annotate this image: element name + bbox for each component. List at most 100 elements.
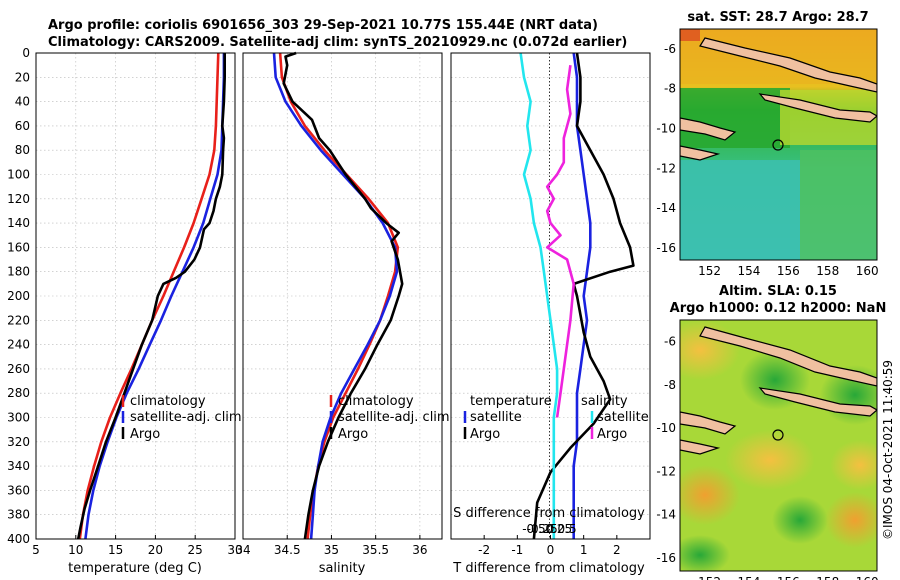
latitude-tick-label: -10 bbox=[656, 122, 676, 136]
sst-longitude-labels: 152 154 156 158 160 bbox=[698, 264, 879, 278]
s-tick-label: 0.25 bbox=[545, 522, 572, 536]
sst-latitude-labels: -6 -8 -10 -12 -14 -16 bbox=[656, 42, 676, 255]
legend-argo-label: Argo bbox=[130, 427, 160, 442]
salinity-x-label: salinity bbox=[319, 561, 366, 576]
longitude-tick-label: 160 bbox=[856, 264, 879, 278]
depth-tick-label: 80 bbox=[15, 143, 30, 157]
sla-low-blob bbox=[772, 496, 828, 544]
latitude-tick-label: -6 bbox=[664, 335, 676, 349]
temperature-plot-frame bbox=[35, 52, 236, 540]
series-line-temperature-argo bbox=[532, 52, 635, 540]
latitude-tick-label: -14 bbox=[656, 508, 676, 522]
latitude-tick-label: -6 bbox=[664, 42, 676, 56]
depth-tick-label: 160 bbox=[7, 240, 30, 254]
x-tick-label: 10 bbox=[68, 543, 83, 557]
s-tick-label: 0.5 bbox=[558, 522, 577, 536]
salinity-tick-labels: 34 34.5 35 35.5 36 bbox=[235, 535, 428, 557]
sla-island-chain-2 bbox=[758, 387, 877, 417]
salinity-grid bbox=[242, 52, 442, 540]
difference-lines bbox=[519, 52, 635, 540]
s-tick-label: 0 bbox=[547, 522, 555, 536]
sst-argo-location-marker bbox=[772, 139, 784, 151]
series-line-satellite-adj-clim bbox=[84, 53, 226, 540]
salinity-profile-chart: 34 34.5 35 35.5 36 salinity climatology sate… bbox=[235, 51, 450, 576]
temperature-legend: climatology satellite-adj. clim Argo bbox=[121, 394, 242, 442]
x-tick-label: -1 bbox=[511, 543, 523, 557]
salinity-legend: climatology satellite-adj. clim Argo bbox=[329, 394, 450, 442]
longitude-tick-label: 160 bbox=[856, 575, 879, 580]
salinity-plot-frame bbox=[242, 52, 443, 540]
sla-island-southwest bbox=[680, 439, 721, 455]
sla-map-frame bbox=[679, 319, 878, 572]
longitude-tick-label: 156 bbox=[777, 575, 800, 580]
sla-high-blob bbox=[825, 492, 877, 548]
depth-tick-label: 360 bbox=[7, 483, 30, 497]
sst-island-chain-2 bbox=[758, 93, 877, 123]
sla-low-blob bbox=[680, 535, 730, 571]
sst-hot-spot bbox=[680, 29, 700, 41]
legend-argo-label: Argo bbox=[338, 427, 368, 442]
latitude-tick-label: -16 bbox=[656, 551, 676, 565]
legend-satellite-label: satellite-adj. clim bbox=[130, 410, 242, 425]
difference-legend: temperature satellite Argo salinity sate… bbox=[463, 394, 649, 442]
imos-credit: ©IMOS 04-Oct-2021 11:40:59 bbox=[881, 360, 895, 540]
sla-map: Altim. SLA: 0.15 Argo h1000: 0.12 h2000:… bbox=[656, 284, 886, 580]
series-line-salinity-argo bbox=[545, 65, 576, 418]
x-tick-label: 5 bbox=[32, 543, 40, 557]
depth-tick-label: 0 bbox=[22, 46, 30, 60]
depth-tick-label: 220 bbox=[7, 313, 30, 327]
latitude-tick-label: -16 bbox=[656, 241, 676, 255]
sla-island-chain-1 bbox=[699, 326, 877, 387]
x-tick-label: 25 bbox=[188, 543, 203, 557]
latitude-tick-label: -12 bbox=[656, 161, 676, 175]
longitude-tick-label: 154 bbox=[737, 264, 760, 278]
depth-tick-labels: 0 20 40 60 80 100 120 140 160 180 200 220 240 260 280 3… bbox=[7, 46, 30, 546]
sst-cyan-zone bbox=[680, 160, 800, 260]
sla-latitude-labels: -6 -8 -10 -12 -14 -16 bbox=[656, 335, 676, 565]
depth-tick-label: 140 bbox=[7, 216, 30, 230]
sla-high-blob bbox=[725, 430, 815, 490]
depth-tick-label: 340 bbox=[7, 459, 30, 473]
sla-map-field bbox=[680, 320, 877, 571]
temperature-lines bbox=[76, 52, 226, 540]
x-tick-label: 20 bbox=[148, 543, 163, 557]
sst-map-title: sat. SST: 28.7 Argo: 28.7 bbox=[687, 10, 868, 25]
difference-grid bbox=[451, 52, 650, 540]
sst-map-field bbox=[680, 29, 877, 260]
longitude-tick-label: 154 bbox=[737, 575, 760, 580]
s-tick-label: -0.5 bbox=[522, 522, 545, 536]
series-line-argo bbox=[76, 53, 226, 540]
sla-longitude-labels: 152 154 156 158 160 bbox=[698, 575, 879, 580]
latitude-tick-label: -8 bbox=[664, 82, 676, 96]
sla-argo-location-marker bbox=[772, 429, 784, 441]
legend-s-argo-label: Argo bbox=[597, 427, 627, 442]
temperature-profile-chart: 0 20 40 60 80 100 120 140 160 180 200 220 240 260 280 3… bbox=[7, 46, 243, 576]
depth-tick-label: 60 bbox=[15, 119, 30, 133]
sla-high-blob bbox=[680, 320, 740, 380]
longitude-tick-label: 156 bbox=[777, 264, 800, 278]
legend-temperature-heading: temperature bbox=[470, 394, 552, 409]
x-tick-label: 34.5 bbox=[274, 543, 301, 557]
x-tick-label: 30 bbox=[227, 543, 242, 557]
depth-tick-label: 300 bbox=[7, 411, 30, 425]
salinity-lines bbox=[272, 51, 404, 540]
sla-high-blob bbox=[680, 465, 740, 525]
depth-tick-label: 100 bbox=[7, 168, 30, 182]
s-tick-label: -0.25 bbox=[527, 522, 558, 536]
depth-tick-label: 320 bbox=[7, 435, 30, 449]
sla-high-blob bbox=[830, 440, 877, 490]
legend-s-satellite-label: satellite bbox=[597, 410, 649, 425]
x-tick-label: 34 bbox=[235, 543, 250, 557]
latitude-tick-label: -14 bbox=[656, 201, 676, 215]
depth-tick-label: 40 bbox=[15, 95, 30, 109]
x-tick-label: 1 bbox=[580, 543, 588, 557]
sst-map-frame bbox=[679, 28, 878, 261]
sst-south-green bbox=[800, 150, 877, 260]
depth-tick-label: 120 bbox=[7, 192, 30, 206]
depth-tick-label: 200 bbox=[7, 289, 30, 303]
temperature-x-label: temperature (deg C) bbox=[68, 561, 202, 576]
sst-map: sat. SST: 28.7 Argo: 28.7 -6-8-10-12-14-… bbox=[656, 10, 878, 278]
sst-island-southwest bbox=[680, 145, 721, 161]
